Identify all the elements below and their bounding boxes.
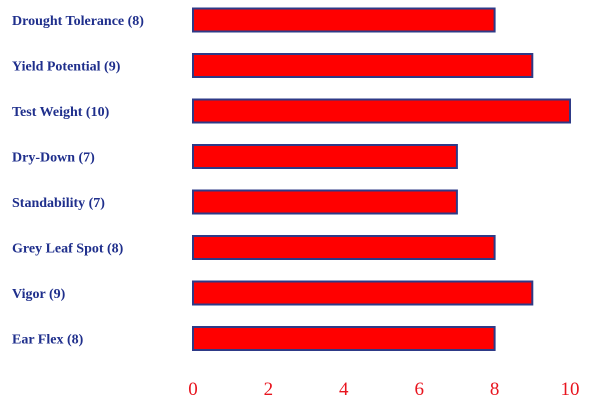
category-labels: Drought Tolerance (8) Yield Potential (9)… xyxy=(12,14,144,348)
bars xyxy=(192,7,571,351)
category-label: Grey Leaf Spot (8) xyxy=(12,242,124,257)
category-label: Drought Tolerance (8) xyxy=(12,14,144,29)
x-tick-label: 10 xyxy=(561,379,580,400)
bar xyxy=(192,280,534,306)
x-axis-tick-labels: 0 2 4 6 8 10 xyxy=(188,379,579,400)
bar xyxy=(192,189,458,215)
category-label: Yield Potential (9) xyxy=(12,60,121,75)
category-label: Ear Flex (8) xyxy=(12,333,84,348)
category-label: Test Weight (10) xyxy=(12,105,110,120)
category-label: Dry-Down (7) xyxy=(12,151,95,166)
bar xyxy=(192,7,496,33)
bar xyxy=(192,235,496,260)
category-label: Standability (7) xyxy=(12,196,105,211)
x-tick-label: 4 xyxy=(339,379,349,400)
bar xyxy=(192,98,571,124)
x-tick-label: 8 xyxy=(490,379,500,400)
x-tick-label: 0 xyxy=(188,379,198,400)
bar xyxy=(192,144,458,169)
x-tick-label: 6 xyxy=(414,379,424,400)
bar xyxy=(192,53,534,78)
bar xyxy=(192,326,496,351)
category-label: Vigor (9) xyxy=(12,287,66,302)
x-tick-label: 2 xyxy=(264,379,274,400)
